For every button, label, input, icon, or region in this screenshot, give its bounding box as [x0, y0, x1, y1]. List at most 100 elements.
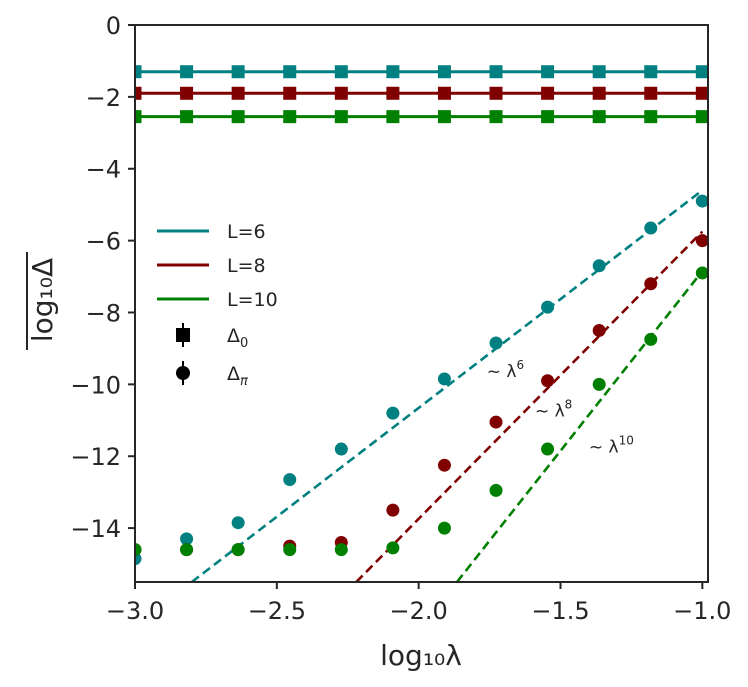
deltapi-point-L=8 — [489, 415, 503, 429]
delta0-point-L=8 — [386, 86, 400, 100]
fit-line-0 — [190, 189, 704, 582]
delta0-point-L=8 — [135, 86, 142, 100]
annotations: ~ λ6 ~ λ8 ~ λ10 — [487, 358, 634, 457]
deltapi-point-L=10 — [695, 266, 708, 280]
x-axis-label: log₁₀λ — [380, 639, 462, 672]
legend-label-delta0: Δ0 — [227, 325, 248, 351]
annotation-power-law: ~ λ6 — [487, 358, 524, 382]
fit-line-1 — [355, 230, 704, 582]
delta0-point-L=10 — [489, 110, 503, 124]
delta0-point-L=6 — [180, 65, 194, 79]
delta0-point-L=6 — [695, 65, 708, 79]
delta0-point-L=10 — [437, 110, 451, 124]
deltapi-point-L=6 — [644, 221, 658, 235]
deltapi-point-L=10 — [541, 442, 555, 456]
deltapi-point-L=6 — [231, 516, 245, 530]
legend-marker-delta0 — [176, 328, 190, 342]
x-tick-label: −1.5 — [531, 597, 589, 625]
delta0-point-L=10 — [231, 110, 245, 124]
fit-line-2 — [455, 270, 704, 582]
deltapi-point-L=10 — [592, 377, 606, 391]
delta0-point-L=10 — [334, 110, 348, 124]
y-tick-label: −6 — [86, 228, 121, 256]
x-tick-label: −2.5 — [248, 597, 306, 625]
legend-label-l8: L=8 — [227, 255, 266, 277]
delta0-point-L=6 — [644, 65, 658, 79]
delta0-point-L=6 — [437, 65, 451, 79]
deltapi-point-L=8 — [695, 234, 708, 248]
deltapi-point-L=6 — [180, 532, 194, 546]
y-tick-label: −4 — [86, 156, 121, 184]
x-tick-label: −2.0 — [390, 597, 448, 625]
axis-ticks: −3.0 −2.5 −2.0 −1.5 −1.0 0 −2 −4 −6 −8 −10 −12 −14 — [70, 12, 731, 625]
delta0-point-L=8 — [283, 86, 297, 100]
delta0-point-L=8 — [541, 86, 555, 100]
deltapi-point-L=6 — [437, 372, 451, 386]
annotation-power-law: ~ λ10 — [589, 434, 634, 458]
deltapi-point-L=10 — [180, 543, 194, 557]
deltapi-point-L=10 — [489, 483, 503, 497]
delta0-point-L=6 — [541, 65, 555, 79]
deltapi-point-L=8 — [437, 458, 451, 472]
delta0-point-L=10 — [592, 110, 606, 124]
delta0-point-L=6 — [231, 65, 245, 79]
deltapi-point-L=6 — [386, 406, 400, 420]
y-tick-label: −14 — [70, 515, 121, 543]
delta0-point-L=10 — [135, 110, 142, 124]
deltapi-point-L=6 — [541, 300, 555, 314]
legend-label-deltapi: Δπ — [227, 363, 248, 389]
y-tick-label: 0 — [106, 12, 121, 40]
y-tick-label: −8 — [86, 299, 121, 327]
delta0-point-L=6 — [334, 65, 348, 79]
delta0-point-L=8 — [644, 86, 658, 100]
legend-label-l6: L=6 — [227, 221, 266, 243]
legend-label-l10: L=10 — [227, 289, 278, 311]
legend-marker-deltapi — [176, 366, 190, 380]
delta0-point-L=8 — [437, 86, 451, 100]
deltapi-point-L=8 — [386, 503, 400, 517]
delta0-point-L=8 — [489, 86, 503, 100]
deltapi-point-L=10 — [437, 521, 451, 535]
delta0-point-L=6 — [283, 65, 297, 79]
delta0-point-L=10 — [695, 110, 708, 124]
y-tick-label: −10 — [70, 371, 121, 399]
x-tick-label: −3.0 — [106, 597, 164, 625]
deltapi-point-L=10 — [283, 543, 297, 557]
x-tick-label: −1.0 — [673, 597, 731, 625]
deltapi-point-L=6 — [283, 473, 297, 487]
delta0-point-L=6 — [135, 65, 142, 79]
deltapi-point-L=6 — [695, 194, 708, 208]
deltapi-point-L=8 — [541, 374, 555, 388]
deltapi-point-L=6 — [592, 259, 606, 273]
deltapi-point-L=10 — [386, 541, 400, 555]
delta0-point-L=10 — [386, 110, 400, 124]
deltapi-point-L=10 — [231, 543, 245, 557]
delta0-point-L=6 — [489, 65, 503, 79]
plot-frame — [134, 24, 709, 583]
y-tick-label: −2 — [86, 84, 121, 112]
delta0-point-L=10 — [283, 110, 297, 124]
delta0-point-L=8 — [231, 86, 245, 100]
deltapi-point-L=6 — [489, 336, 503, 350]
delta0-point-L=8 — [180, 86, 194, 100]
delta0-point-L=8 — [334, 86, 348, 100]
deltapi-point-L=10 — [644, 332, 658, 346]
deltapi-point-L=8 — [644, 277, 658, 291]
delta0-point-L=10 — [180, 110, 194, 124]
delta0-point-L=10 — [644, 110, 658, 124]
y-tick-label: −12 — [70, 443, 121, 471]
deltapi-point-L=8 — [592, 323, 606, 337]
legend: L=6 L=8 L=10 Δ0 Δπ — [157, 221, 278, 389]
plot-area — [135, 65, 708, 582]
delta0-point-L=8 — [695, 86, 708, 100]
y-axis-label: log₁₀Δ — [26, 258, 59, 342]
delta0-point-L=6 — [592, 65, 606, 79]
delta0-point-L=8 — [592, 86, 606, 100]
deltapi-point-L=6 — [334, 442, 348, 456]
deltapi-point-L=10 — [135, 543, 142, 557]
delta0-point-L=10 — [541, 110, 555, 124]
deltapi-point-L=10 — [334, 543, 348, 557]
annotation-power-law: ~ λ8 — [535, 398, 572, 422]
delta0-point-L=6 — [386, 65, 400, 79]
